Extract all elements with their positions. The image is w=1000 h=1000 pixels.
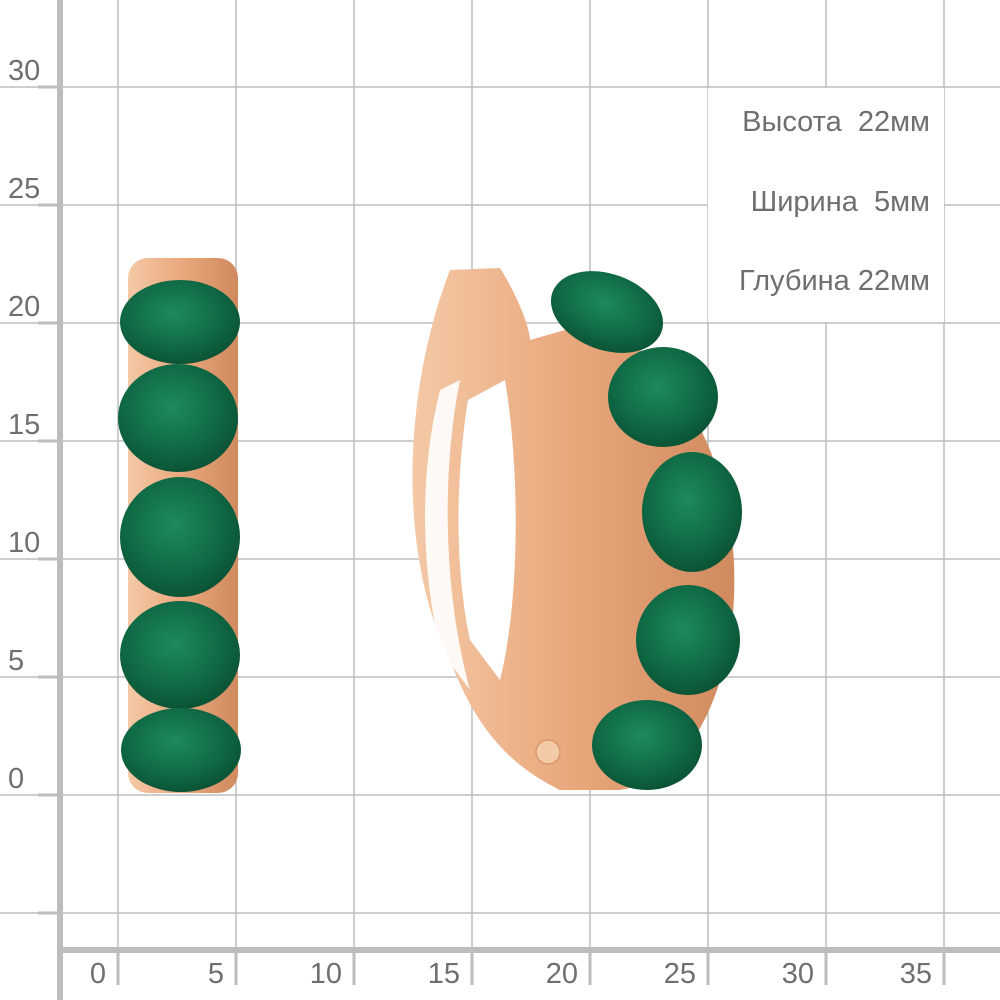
stone bbox=[592, 700, 702, 790]
stone bbox=[120, 601, 240, 709]
y-tick-label: 0 bbox=[8, 763, 25, 795]
stone bbox=[636, 585, 740, 695]
earring-front-view bbox=[118, 258, 241, 793]
stone bbox=[118, 364, 238, 472]
y-tick-label: 30 bbox=[8, 55, 41, 87]
y-tick-label: 5 bbox=[8, 645, 25, 677]
stone bbox=[120, 280, 240, 364]
x-tick-label: 0 bbox=[89, 958, 106, 990]
x-tick-label: 25 bbox=[663, 958, 696, 990]
depth-label: Глубина 22мм bbox=[739, 265, 930, 297]
stone bbox=[121, 708, 241, 792]
y-tick-label: 25 bbox=[8, 173, 41, 205]
earring-side-view bbox=[412, 268, 742, 790]
stone bbox=[608, 347, 718, 447]
x-tick-label: 10 bbox=[309, 958, 342, 990]
stone bbox=[120, 477, 240, 597]
x-tick-label: 5 bbox=[207, 958, 224, 990]
x-tick-label: 20 bbox=[545, 958, 578, 990]
width-label: Ширина 5мм bbox=[750, 186, 930, 218]
y-tick-label: 20 bbox=[8, 291, 41, 323]
dimensions-box: Высота 22мм Ширина 5мм Глубина 22мм bbox=[708, 88, 944, 322]
y-tick-label: 15 bbox=[8, 409, 41, 441]
stone bbox=[550, 271, 664, 353]
x-tick-label: 30 bbox=[781, 958, 814, 990]
stone bbox=[642, 452, 742, 572]
height-label: Высота 22мм bbox=[742, 106, 930, 138]
y-tick-label: 10 bbox=[8, 527, 41, 559]
x-tick-label: 35 bbox=[899, 958, 932, 990]
x-tick-label: 15 bbox=[427, 958, 460, 990]
